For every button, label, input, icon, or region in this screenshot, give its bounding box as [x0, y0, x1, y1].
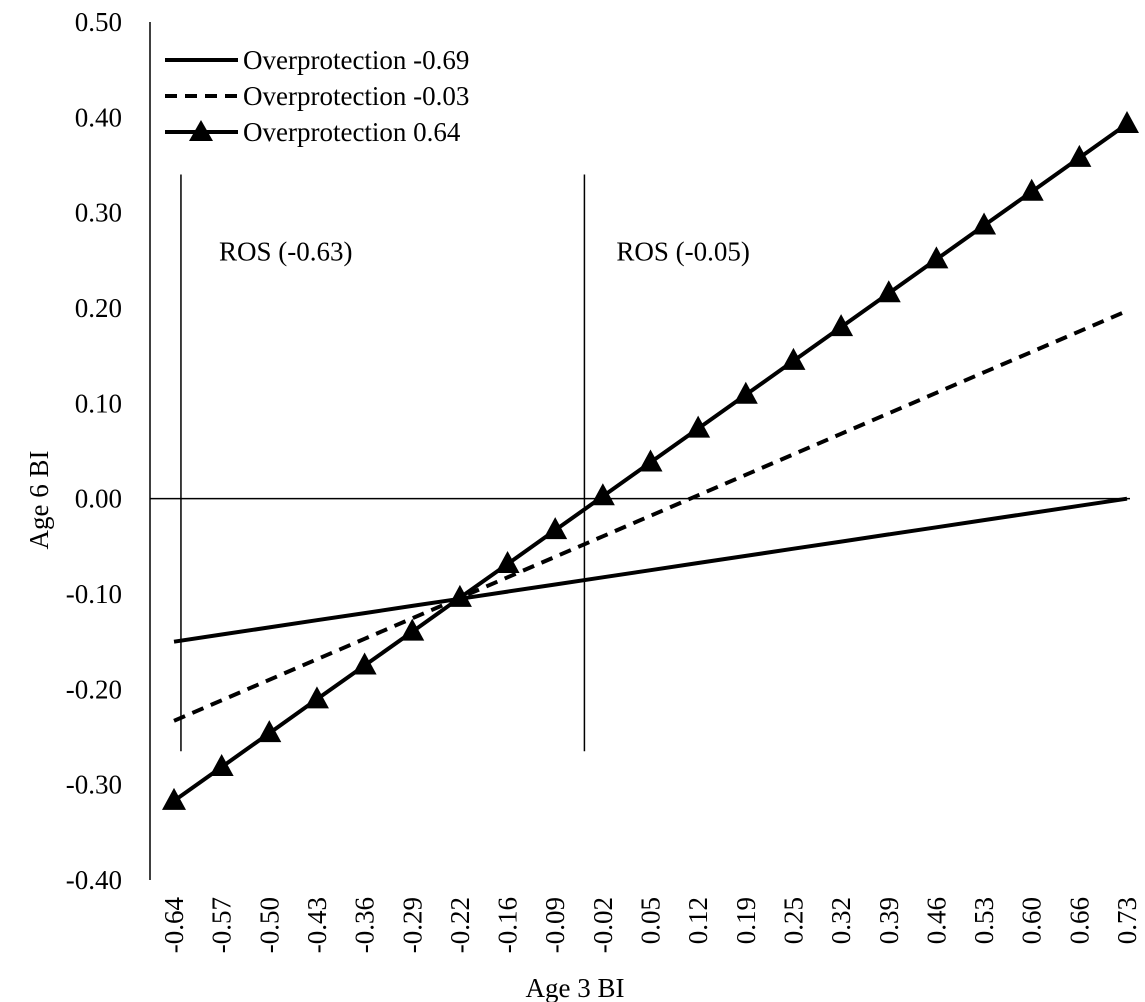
series-3-marker-8	[495, 550, 520, 573]
x-tick-label-17: 0.46	[921, 897, 951, 944]
legend-triangle-marker	[189, 120, 213, 141]
series-3-marker-9	[543, 517, 568, 540]
series-3-marker-10	[590, 483, 615, 506]
x-tick-label-16: 0.39	[874, 897, 904, 944]
x-tick-label-7: -0.22	[445, 897, 475, 953]
legend-label-series-1: Overprotection -0.69	[243, 45, 469, 75]
series-1-line	[173, 496, 1128, 644]
legend-label-series-3: Overprotection 0.64	[243, 117, 461, 147]
y-tick-label-5: 0.10	[75, 388, 122, 418]
x-tick-label-21: 0.73	[1112, 897, 1142, 944]
series-3-marker-7	[447, 584, 472, 607]
x-axis-title: Age 3 BI	[526, 973, 625, 1002]
series-2-line	[173, 309, 1128, 723]
series-3-marker-15	[829, 314, 854, 337]
series-3	[162, 111, 1139, 810]
x-tick-labels: -0.64 -0.57 -0.50 -0.43 -0.36 -0.29 -0.22 -0.16…	[159, 897, 1142, 954]
series-3-marker-13	[733, 381, 758, 404]
series-2	[173, 309, 1128, 723]
series-3-marker-19	[1019, 178, 1044, 201]
x-tick-label-1: -0.64	[159, 897, 189, 954]
series-3-marker-17	[924, 246, 949, 269]
series-3-marker-14	[781, 347, 806, 370]
y-tick-label-2: 0.40	[75, 102, 122, 132]
x-tick-label-9: -0.09	[540, 897, 570, 953]
y-tick-label-4: 0.20	[75, 293, 122, 323]
x-tick-label-10: -0.02	[588, 897, 618, 953]
ros-lines: ROS (-0.63) ROS (-0.05)	[180, 174, 750, 752]
series-3-marker-4	[304, 686, 329, 709]
series-3-marker-2	[209, 754, 234, 777]
legend: Overprotection -0.69 Overprotection -0.0…	[165, 45, 469, 147]
x-tick-label-20: 0.66	[1064, 897, 1094, 944]
series-3-marker-3	[257, 720, 282, 743]
x-tick-label-18: 0.53	[969, 897, 999, 944]
x-tick-label-4: -0.43	[302, 897, 332, 953]
y-axis-title: Age 6 BI	[24, 451, 54, 550]
series-3-marker-11	[638, 449, 663, 472]
series-3-marker-20	[1067, 144, 1092, 167]
series-3-marker-21	[1115, 111, 1139, 134]
ros-label-2: ROS (-0.05)	[616, 236, 750, 266]
y-tick-label-3: 0.30	[75, 198, 122, 228]
y-tick-label-8: -0.20	[66, 674, 122, 704]
series-3-marker-6	[400, 618, 425, 641]
series-3-marker-16	[876, 280, 901, 303]
y-tick-label-9: -0.30	[66, 770, 122, 800]
y-tick-label-7: -0.10	[66, 579, 122, 609]
x-tick-label-11: 0.05	[636, 897, 666, 944]
x-tick-label-15: 0.32	[826, 897, 856, 944]
x-tick-label-14: 0.25	[779, 897, 809, 944]
x-tick-label-13: 0.19	[731, 897, 761, 944]
y-tick-label-6: 0.00	[75, 484, 122, 514]
axes	[149, 22, 1130, 880]
x-tick-label-8: -0.16	[493, 897, 523, 953]
y-tick-labels: 0.50 0.40 0.30 0.20 0.10 0.00 -0.10 -0.20 -0.30 -…	[66, 7, 122, 895]
x-tick-label-6: -0.29	[397, 897, 427, 953]
legend-label-series-2: Overprotection -0.03	[243, 81, 469, 111]
series-3-marker-1	[162, 787, 186, 810]
ros-label-1: ROS (-0.63)	[219, 236, 353, 266]
y-tick-label-10: -0.40	[66, 865, 122, 895]
series-layer	[162, 111, 1139, 810]
x-tick-label-19: 0.60	[1017, 897, 1047, 944]
y-tick-label-1: 0.50	[75, 7, 122, 37]
x-tick-label-2: -0.57	[207, 897, 237, 953]
series-1	[173, 496, 1128, 644]
series-3-marker-5	[352, 652, 377, 675]
x-tick-label-12: 0.12	[683, 897, 713, 944]
series-3-marker-12	[686, 415, 711, 438]
x-tick-label-3: -0.50	[254, 897, 284, 953]
series-3-marker-18	[972, 212, 997, 235]
x-tick-label-5: -0.36	[350, 897, 380, 953]
